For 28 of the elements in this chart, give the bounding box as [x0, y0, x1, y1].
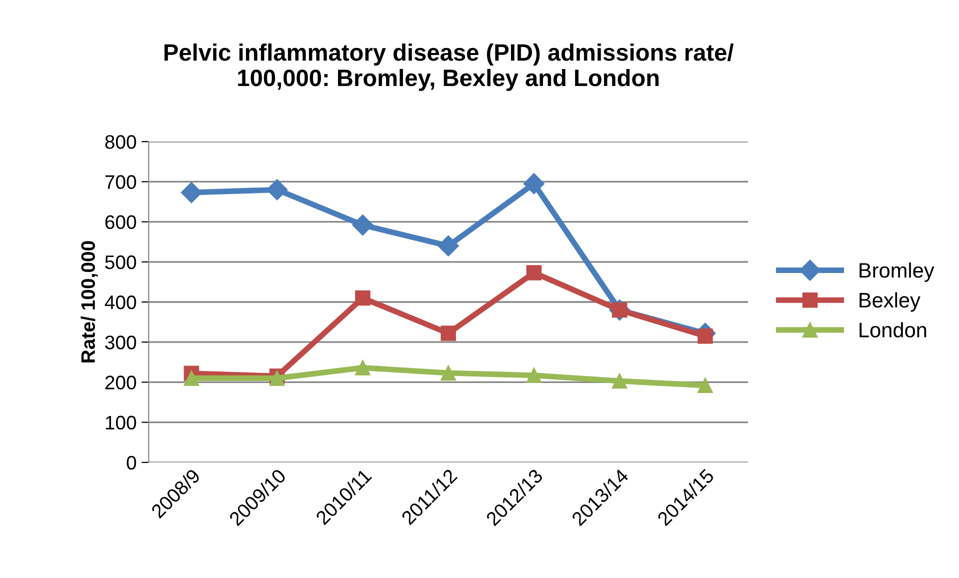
y-tick-label: 600: [105, 215, 136, 230]
y-tick-label: 400: [104, 295, 136, 310]
point: [523, 173, 544, 194]
point: [440, 365, 456, 381]
y-tick-label: 100: [106, 416, 136, 430]
point: [438, 235, 459, 256]
y-axis-title: Rate/ 100,000: [80, 241, 98, 362]
y-tick-label: 300: [105, 336, 136, 350]
legend-label: Bromley: [860, 262, 934, 282]
point: [526, 265, 542, 280]
chart-title: Pelvic inflammatory disease (PID) admissions rate/ 100,000: Bromley, Bexley and London: [164, 44, 734, 91]
point: [180, 182, 202, 204]
point: [352, 214, 374, 236]
y-tick-label: 500: [105, 255, 136, 270]
point: [184, 370, 200, 386]
point: [698, 378, 713, 394]
legend-label: Bexley: [860, 292, 920, 312]
y-tick-label: 800: [105, 135, 136, 149]
y-tick-label: 200: [105, 376, 136, 390]
point: [526, 368, 542, 384]
point: [440, 326, 456, 341]
point: [355, 290, 370, 306]
y-tick-label: 700: [105, 175, 136, 189]
y-tick-label: 0: [126, 456, 136, 470]
point: [266, 179, 288, 200]
point: [355, 360, 370, 376]
legend-label: London: [860, 322, 926, 338]
point: [612, 373, 628, 389]
